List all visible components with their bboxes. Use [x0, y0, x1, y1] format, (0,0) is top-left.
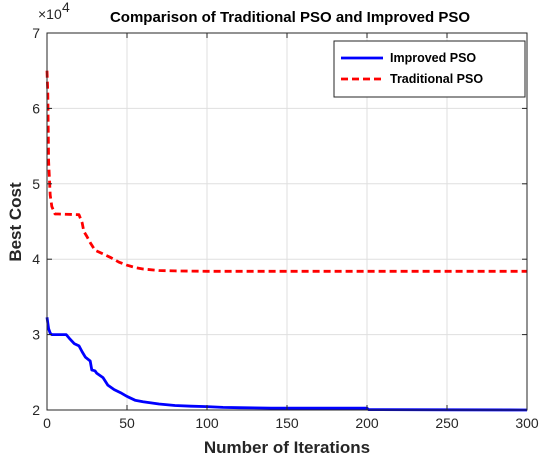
series-line-traditional-pso — [45, 70, 527, 273]
x-tick-label: 200 — [355, 415, 379, 431]
tick-layer: 0 50 100 150 200 250 300 2 3 4 5 6 7 — [32, 25, 539, 431]
x-tick-label: 50 — [119, 415, 135, 431]
y-axis-label: Best Cost — [6, 182, 25, 262]
x-tick-label: 150 — [275, 415, 299, 431]
y-tick-label: 6 — [32, 100, 40, 116]
chart-title: Comparison of Traditional PSO and Improv… — [110, 9, 470, 26]
y-tick-label: 3 — [32, 327, 40, 343]
legend-box — [333, 40, 526, 98]
y-tick-label: 7 — [32, 25, 40, 41]
legend-label-traditional-pso: Traditional PSO — [390, 72, 483, 86]
legend: Improved PSO Traditional PSO — [333, 40, 526, 98]
x-tick-label: 300 — [515, 415, 539, 431]
y-tick-label: 2 — [32, 402, 40, 418]
legend-label-improved-pso: Improved PSO — [390, 51, 476, 65]
y-tick-label: 4 — [32, 251, 40, 267]
x-tick-label: 0 — [43, 415, 51, 431]
y-axis-exponent: 4 — [62, 0, 70, 15]
y-axis-multiplier: ×10 — [38, 6, 62, 22]
y-tick-label: 5 — [32, 176, 40, 192]
x-tick-label: 100 — [195, 415, 219, 431]
x-axis-label: Number of Iterations — [204, 438, 370, 457]
x-tick-label: 250 — [435, 415, 459, 431]
